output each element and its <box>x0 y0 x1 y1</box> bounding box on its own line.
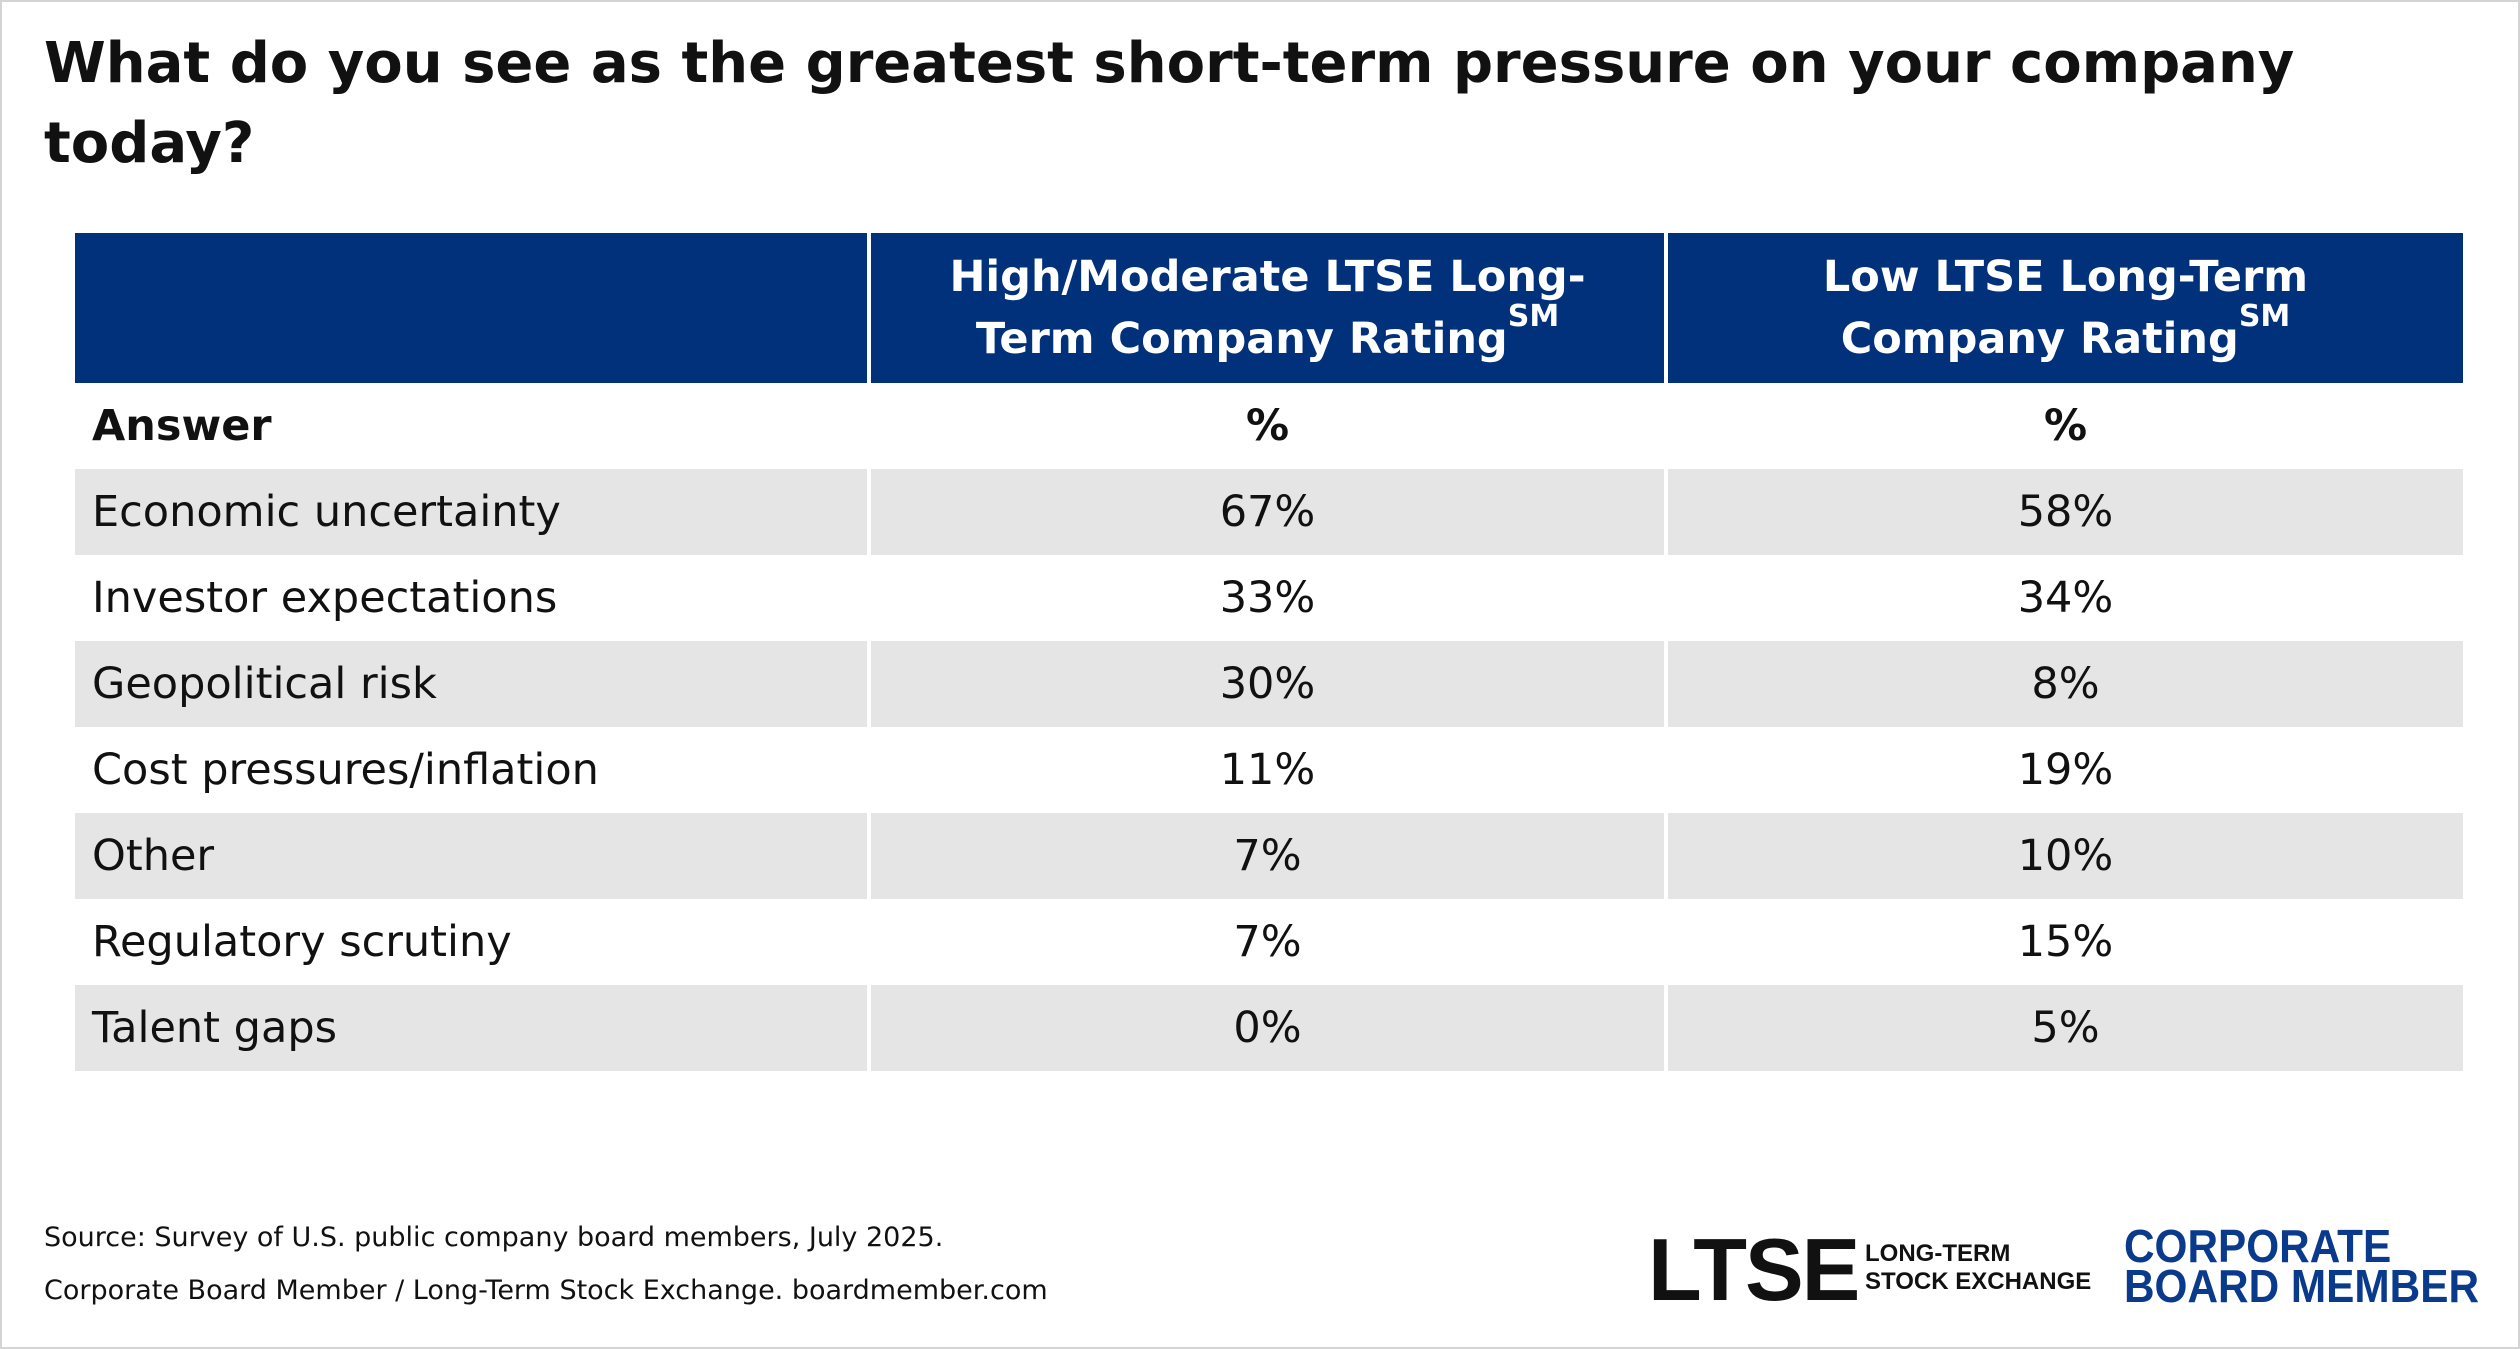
answer-cell: Economic uncertainty <box>75 469 869 555</box>
table-row: Economic uncertainty 67% 58% <box>75 469 2463 555</box>
ltse-logo-subtitle-line2: STOCK EXCHANGE <box>1865 1268 2092 1295</box>
low-value-cell: 15% <box>1664 899 2463 985</box>
chart-title: What do you see as the greatest short-te… <box>44 31 2295 176</box>
table-row: Cost pressures/inflation 11% 19% <box>75 727 2463 813</box>
table-row: Geopolitical risk 30% 8% <box>75 641 2463 727</box>
low-value-cell: 58% <box>1664 469 2463 555</box>
low-value-cell: 10% <box>1664 813 2463 899</box>
high-moderate-value-cell: 67% <box>867 469 1666 555</box>
table-row: Talent gaps 0% 5% <box>75 985 2463 1071</box>
ltse-logo: LTSE <box>1648 1220 1860 1319</box>
high-moderate-value-cell: 7% <box>867 899 1666 985</box>
low-value-cell: 5% <box>1664 985 2463 1071</box>
subheader-answer: Answer <box>75 383 869 469</box>
subheader-low-unit: % <box>1664 383 2463 469</box>
cbm-logo-line1: CORPORATE <box>2124 1220 2392 1272</box>
answer-cell: Cost pressures/inflation <box>75 727 869 813</box>
header-low-label: Low LTSE Long-Term Company Rating <box>1822 252 2309 364</box>
low-value-cell: 8% <box>1664 641 2463 727</box>
table-header-row: High/Moderate LTSE Long-Term Company Rat… <box>75 233 2463 383</box>
header-low-sup: SM <box>2238 299 2291 334</box>
low-value-cell: 34% <box>1664 555 2463 641</box>
high-moderate-value-cell: 33% <box>867 555 1666 641</box>
table-row: Regulatory scrutiny 7% 15% <box>75 899 2463 985</box>
subheader-high-moderate-unit: % <box>867 383 1666 469</box>
credit-note: Corporate Board Member / Long-Term Stock… <box>44 1275 1048 1306</box>
source-note: Source: Survey of U.S. public company bo… <box>44 1222 944 1253</box>
answer-cell: Regulatory scrutiny <box>75 899 869 985</box>
corporate-board-member-logo: CORPORATE BOARD MEMBER <box>2124 1220 2480 1312</box>
header-answer-cell <box>75 233 869 383</box>
low-value-cell: 19% <box>1664 727 2463 813</box>
ltse-logo-subtitle: LONG-TERM STOCK EXCHANGE <box>1865 1240 2091 1296</box>
table-subheader-row: Answer % % <box>75 383 2463 469</box>
high-moderate-value-cell: 7% <box>867 813 1666 899</box>
high-moderate-value-cell: 0% <box>867 985 1666 1071</box>
header-high-moderate-sup: SM <box>1507 299 1560 334</box>
header-low-cell: Low LTSE Long-Term Company RatingSM <box>1664 233 2463 383</box>
header-high-moderate-cell: High/Moderate LTSE Long-Term Company Rat… <box>867 233 1666 383</box>
ltse-logo-subtitle-line1: LONG-TERM <box>1865 1240 2011 1267</box>
header-high-moderate-label: High/Moderate LTSE Long-Term Company Rat… <box>949 252 1586 364</box>
table-row: Investor expectations 33% 34% <box>75 555 2463 641</box>
answer-cell: Talent gaps <box>75 985 869 1071</box>
table-row: Other 7% 10% <box>75 813 2463 899</box>
answer-cell: Geopolitical risk <box>75 641 869 727</box>
results-table: High/Moderate LTSE Long-Term Company Rat… <box>75 233 2463 1071</box>
high-moderate-value-cell: 30% <box>867 641 1666 727</box>
high-moderate-value-cell: 11% <box>867 727 1666 813</box>
answer-cell: Other <box>75 813 869 899</box>
answer-cell: Investor expectations <box>75 555 869 641</box>
cbm-logo-line2: BOARD MEMBER <box>2124 1260 2480 1312</box>
